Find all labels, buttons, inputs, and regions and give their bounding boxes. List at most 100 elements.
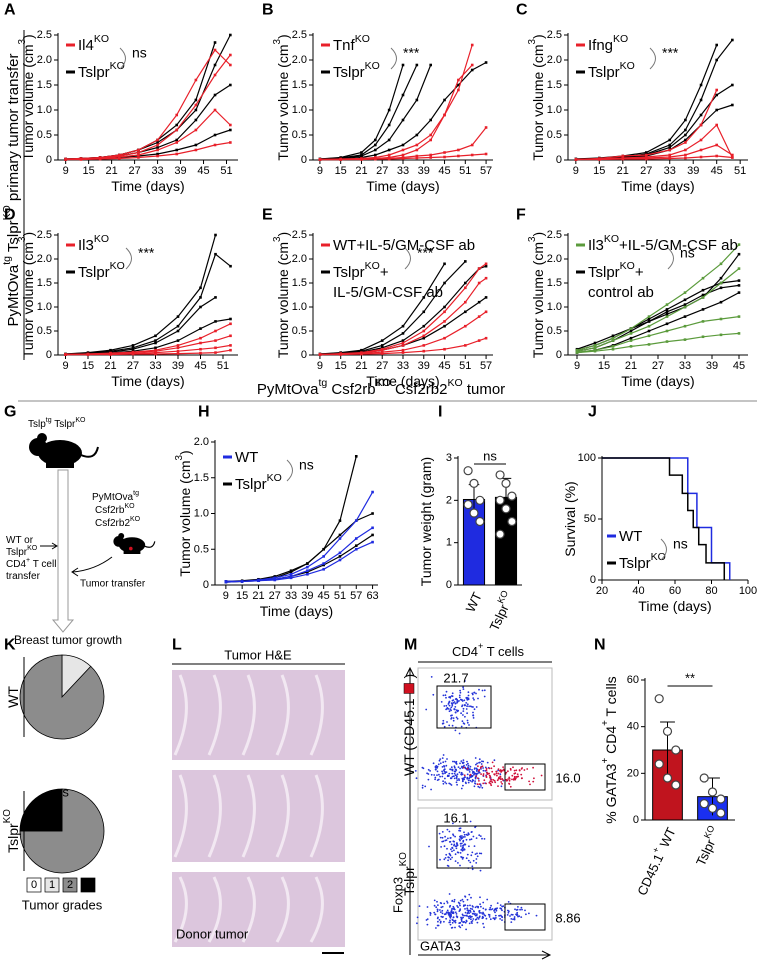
tumor-point: [443, 336, 446, 340]
event-dot: [438, 832, 441, 835]
event-dot: [465, 914, 468, 917]
event-dot: [526, 768, 529, 770]
event-dot: [496, 902, 499, 904]
data-point: [671, 745, 681, 755]
tumor-curve: [319, 64, 432, 161]
tumor-point: [715, 108, 718, 112]
event-dot: [491, 908, 494, 910]
tumor-point: [371, 540, 374, 544]
event-dot: [450, 768, 452, 771]
legend-label: TslprKO: [78, 60, 125, 81]
tumor-point: [684, 128, 687, 132]
event-dot: [475, 918, 478, 920]
y-axis-label-run: 3: [17, 38, 28, 44]
event-dot: [463, 833, 466, 836]
x-tick-label: 33: [151, 165, 163, 177]
event-dot: [471, 865, 474, 868]
tumor-point: [484, 296, 488, 299]
tumor-point: [484, 336, 488, 340]
event-dot: [501, 769, 504, 772]
event-dot: [464, 911, 467, 914]
y-tick-label: 0.5: [547, 129, 562, 141]
x-tick-label: 15: [593, 165, 605, 177]
event-dot: [457, 709, 460, 712]
he-texture: [275, 876, 290, 943]
tumor-point: [401, 324, 405, 328]
event-dot: [520, 906, 523, 909]
tumor-point: [457, 83, 460, 87]
tumor-point: [213, 108, 217, 112]
event-dot: [478, 910, 481, 912]
tumor-point: [224, 580, 228, 584]
event-dot: [455, 847, 458, 850]
tumor-point: [668, 153, 672, 157]
tumor-point: [665, 315, 669, 318]
legend-label: TslprKO: [333, 60, 380, 81]
diagram-text-run: transfer: [6, 571, 41, 582]
legend-label-run: KO: [620, 60, 635, 72]
event-dot: [442, 782, 445, 785]
legend-label: 2: [67, 879, 73, 891]
he-texture: [207, 774, 222, 858]
event-dot: [445, 771, 448, 773]
y-axis-label-run: 3: [17, 236, 28, 242]
legend-label-run: KO: [355, 33, 370, 45]
tumor-point: [719, 333, 723, 337]
event-dot: [459, 909, 461, 912]
tumor-point: [374, 157, 377, 161]
event-dot: [436, 924, 439, 927]
tumor-point: [644, 157, 648, 161]
mouse-tail: [144, 541, 156, 548]
event-dot: [508, 778, 511, 780]
event-dot: [499, 773, 502, 776]
legend-label-run: IL-5/GM-CSF ab: [333, 284, 443, 301]
event-dot: [499, 904, 502, 906]
event-dot: [455, 777, 458, 780]
tumor-point: [647, 334, 651, 338]
event-dot: [486, 898, 489, 901]
y-tick-label: 1.0: [37, 301, 52, 313]
tumor-point: [574, 158, 578, 161]
mouse-legs: [46, 461, 74, 468]
legend-label: 0: [31, 879, 37, 891]
event-dot: [475, 767, 478, 770]
event-dot: [448, 772, 451, 775]
x-tick-label: 27: [652, 360, 664, 372]
event-dot: [462, 766, 465, 769]
event-dot: [474, 782, 477, 785]
event-dot: [483, 838, 486, 840]
event-dot: [476, 852, 478, 855]
event-dot: [481, 913, 484, 915]
y-axis-label-run: ): [275, 34, 291, 39]
event-dot: [430, 788, 432, 791]
pie-label: WT: [5, 686, 21, 708]
event-dot: [501, 916, 504, 919]
tumor-point: [117, 155, 121, 159]
y-tick-label: 1.5: [547, 277, 562, 289]
event-dot: [446, 847, 448, 850]
event-dot: [518, 769, 521, 772]
event-dot: [481, 915, 484, 918]
x-tick-label: 27: [127, 360, 139, 372]
y-axis-label: Tumor volume (cm3): [527, 34, 546, 160]
event-dot: [448, 702, 450, 704]
tumor-point: [194, 118, 198, 122]
event-dot: [462, 714, 464, 716]
event-dot: [444, 781, 446, 783]
event-dot: [488, 914, 491, 916]
event-dot: [460, 773, 463, 776]
tumor-point: [699, 98, 703, 102]
event-dot: [459, 899, 462, 902]
event-dot: [436, 908, 439, 911]
y-tick-label: 2.0: [547, 54, 562, 66]
event-dot: [478, 915, 481, 918]
event-dot: [462, 779, 464, 781]
tumor-point: [593, 346, 597, 350]
event-dot: [466, 719, 469, 722]
tumor-point: [401, 351, 405, 354]
diagram-text-run: tg: [46, 417, 52, 424]
event-dot: [439, 909, 441, 911]
y-axis-label-run: Tumor volume (cm: [275, 44, 291, 160]
tumor-point: [175, 113, 179, 117]
event-dot: [449, 858, 452, 861]
